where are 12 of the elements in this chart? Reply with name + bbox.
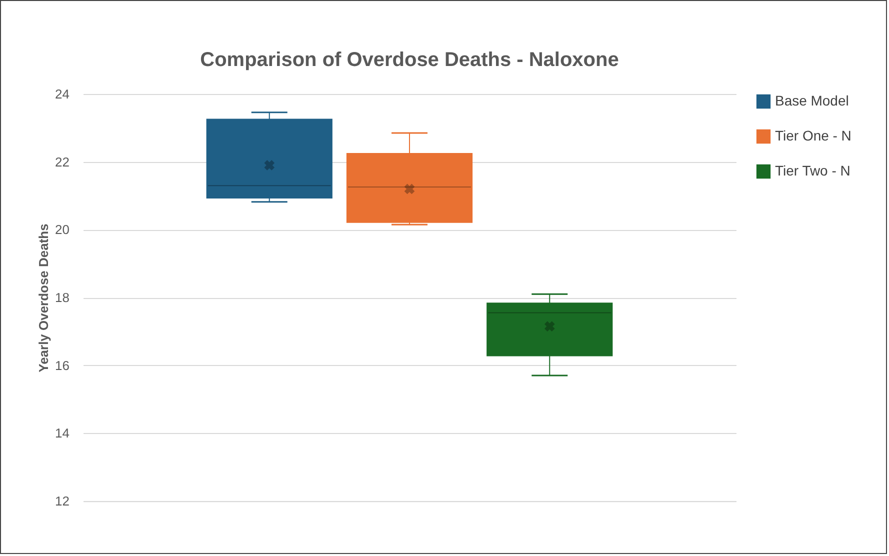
y-tick-label: 22	[55, 154, 70, 170]
legend-label: Tier One - N	[774, 127, 852, 144]
y-tick-label: 18	[55, 290, 70, 306]
legend-label: Base Model	[774, 92, 849, 108]
y-tick-label: 14	[55, 426, 70, 441]
y-tick-label: 16	[55, 358, 70, 373]
y-tick-label: 24	[55, 86, 70, 102]
y-tick-label: 20	[55, 222, 70, 238]
y-axis-title: Yearly Overdose Deaths	[36, 224, 52, 372]
legend-label: Tier Two - N	[774, 162, 850, 178]
y-tick-label: 12	[55, 494, 70, 509]
chart-title: Comparison of Overdose Deaths - Naloxone	[200, 49, 619, 71]
